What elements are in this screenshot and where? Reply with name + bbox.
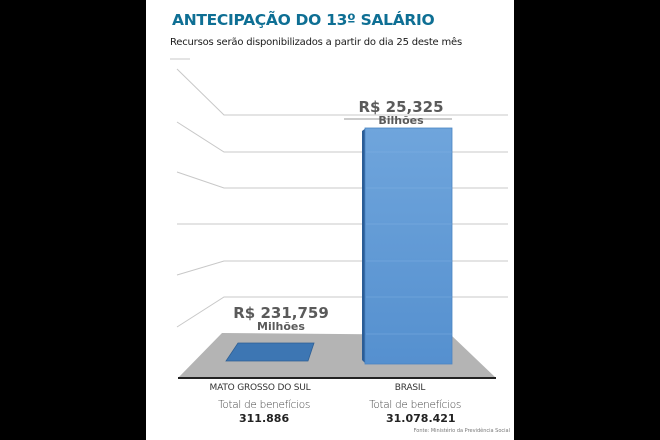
bar-mato-grosso-do-sul: [225, 342, 315, 362]
chart-title: ANTECIPAÇÃO DO 13º SALÁRIO: [172, 11, 435, 29]
chart-subtitle: Recursos serão disponibilizados a partir…: [170, 37, 462, 48]
benefits-value-ms: 311.886: [239, 412, 290, 425]
infographic-panel: ANTECIPAÇÃO DO 13º SALÁRIO Recursos serã…: [146, 0, 514, 440]
category-label-brasil: BRASIL: [394, 383, 426, 393]
bar-chart-3d: [170, 58, 508, 379]
category-label-ms: MATO GROSSO DO SUL: [209, 383, 311, 393]
value-number: R$ 25,325: [358, 98, 444, 116]
value-unit: Milhões: [257, 320, 305, 333]
source-credit: Fonte: Ministério da Previdência Social: [413, 428, 510, 434]
value-label-brasil: R$ 25,325 Bilhões: [346, 99, 456, 127]
value-number: R$ 231,759: [233, 304, 329, 322]
benefits-label-ms: Total de benefícios: [218, 399, 311, 411]
value-label-ms: R$ 231,759 Milhões: [226, 305, 336, 333]
bar-brasil: [362, 127, 453, 365]
benefits-value-brasil: 31.078.421: [386, 412, 456, 425]
gridlines: [170, 58, 508, 328]
benefits-label-brasil: Total de benefícios: [369, 399, 462, 411]
value-unit: Bilhões: [378, 114, 424, 127]
